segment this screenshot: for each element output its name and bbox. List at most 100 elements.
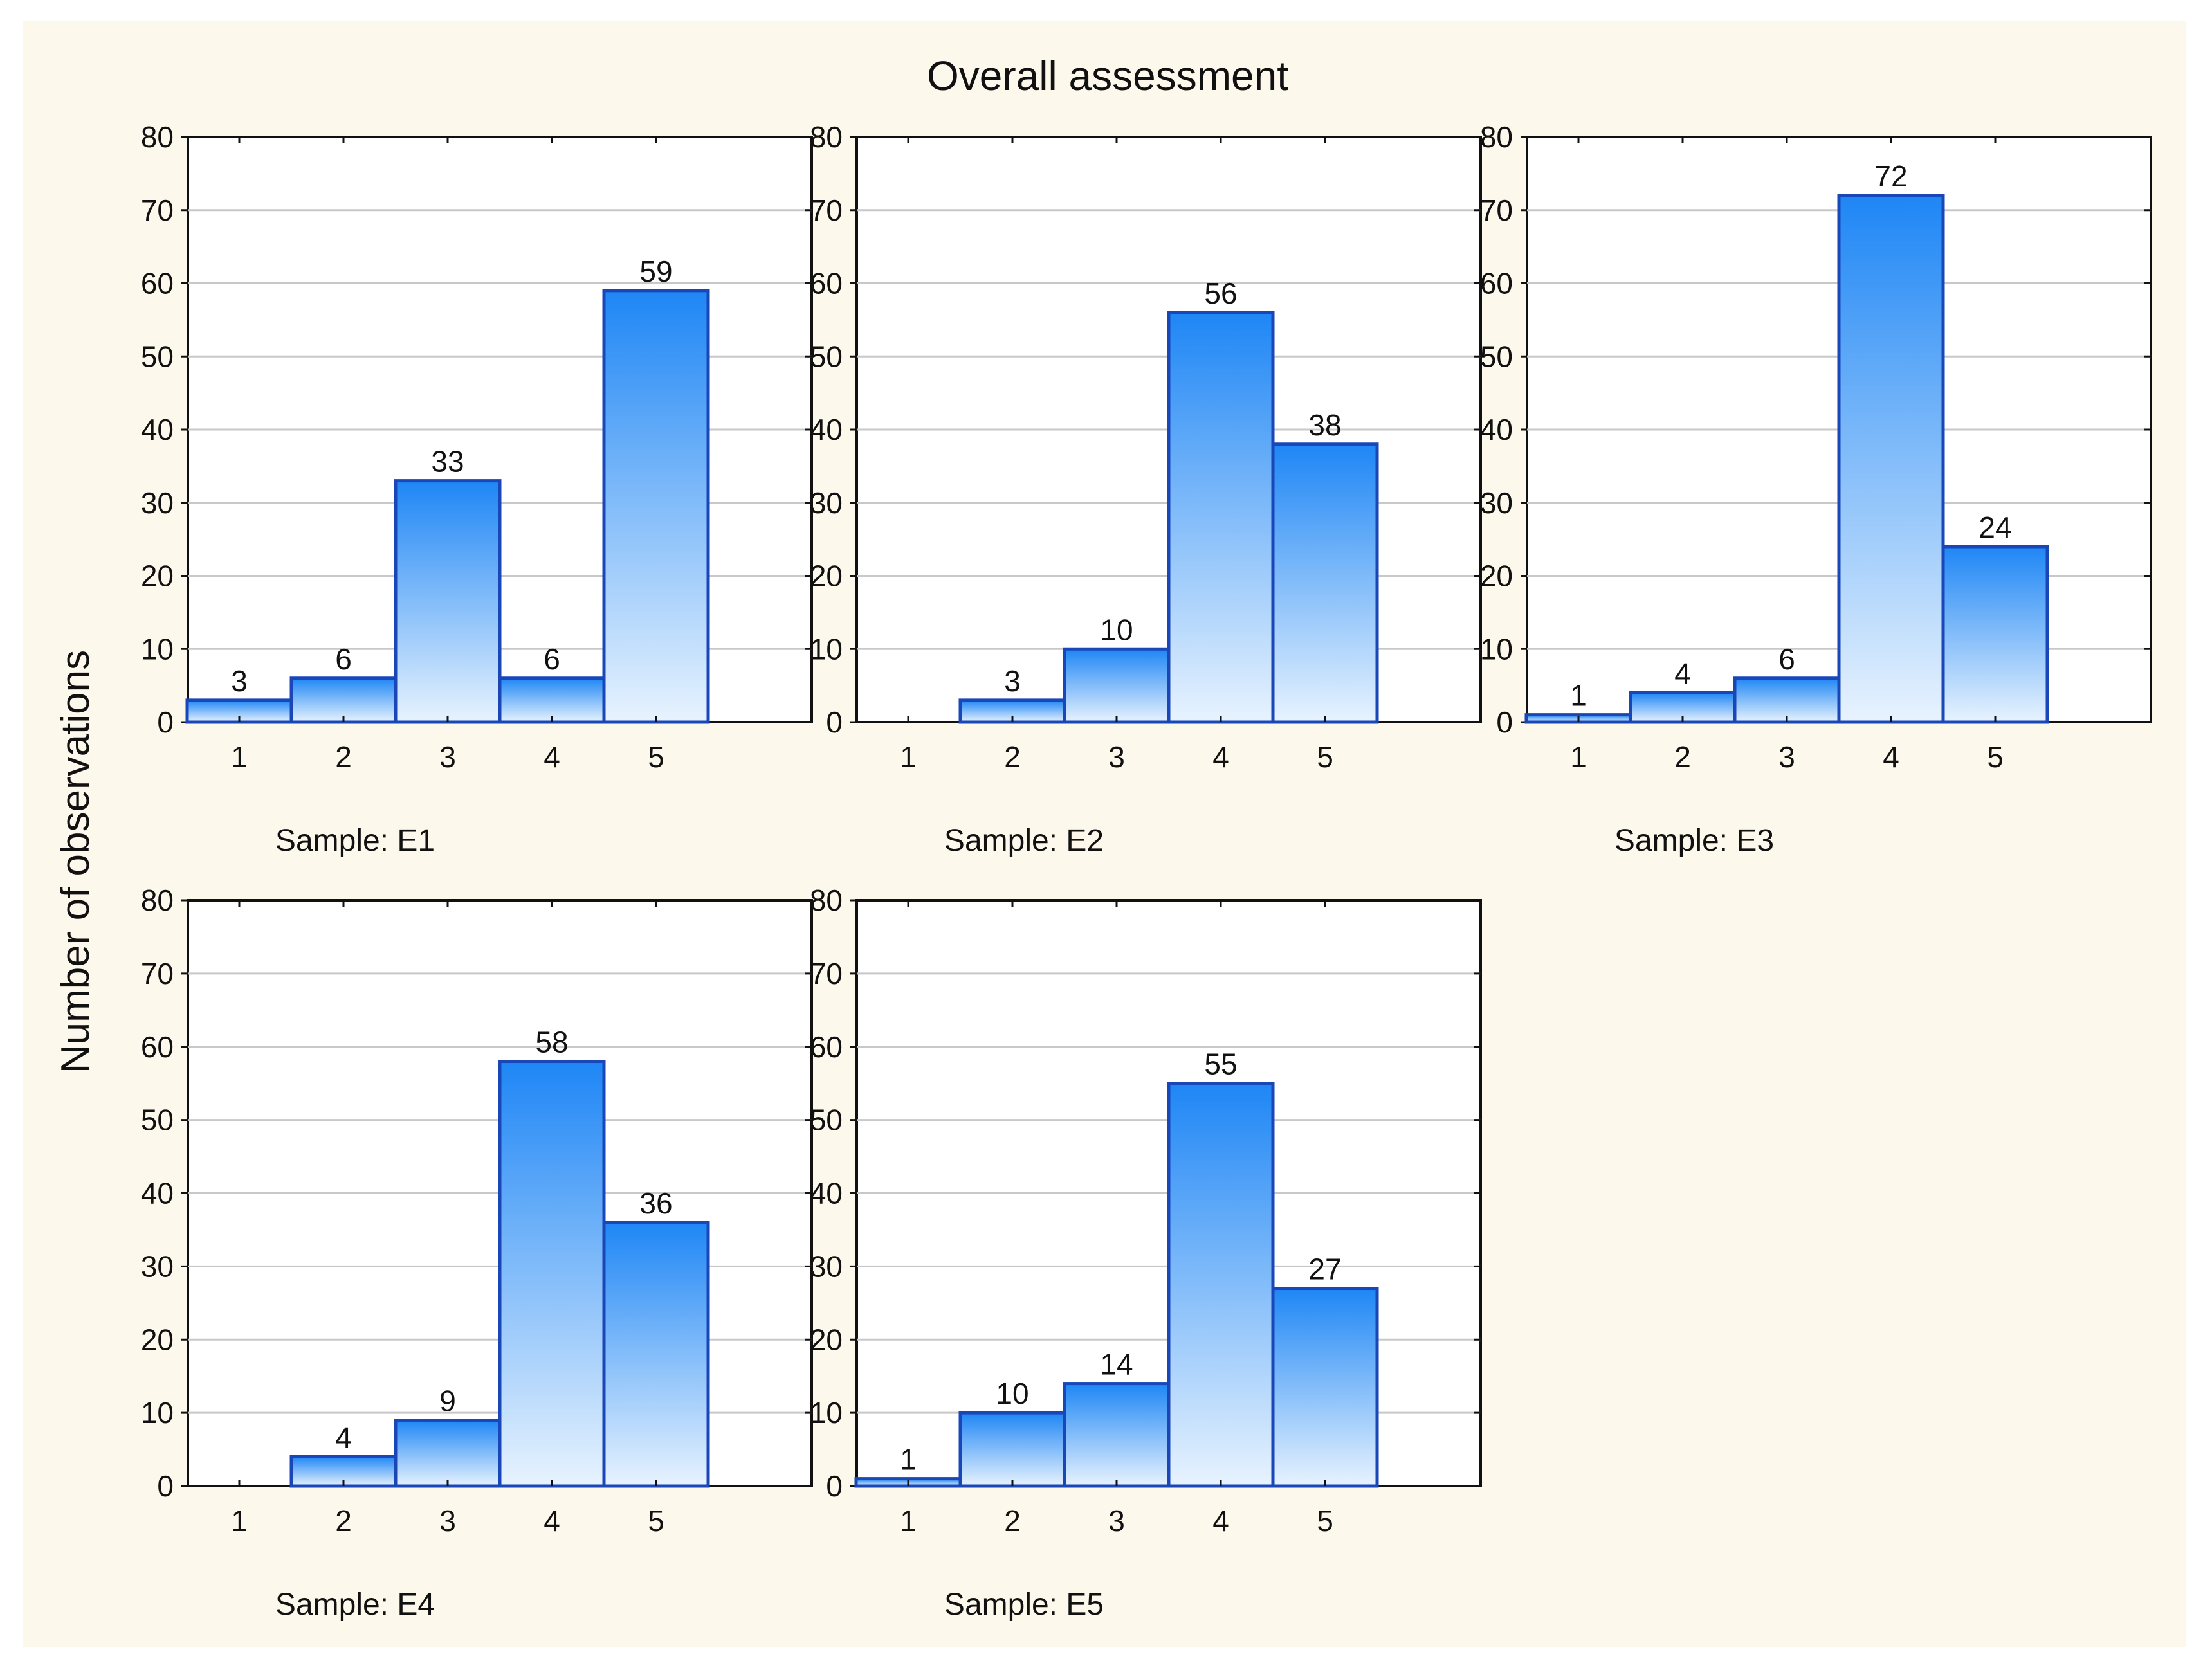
bar <box>498 676 606 724</box>
data-label: 58 <box>535 1026 568 1059</box>
data-label: 72 <box>1874 159 1907 193</box>
sample-label: Sample: E3 <box>1614 824 1774 858</box>
y-tick-label: 0 <box>1496 705 1513 739</box>
x-tick-label: 5 <box>1317 740 1333 774</box>
y-tick-label: 0 <box>157 705 174 739</box>
y-tick-label: 50 <box>141 340 174 373</box>
x-tick-label: 1 <box>900 740 917 774</box>
y-tick-label: 70 <box>810 957 843 990</box>
y-tick-label: 60 <box>141 267 174 300</box>
bar <box>1063 1382 1171 1488</box>
bar <box>1167 1082 1275 1488</box>
x-tick-label: 5 <box>648 1504 664 1538</box>
x-tick-label: 5 <box>1317 1504 1333 1538</box>
data-label: 10 <box>1100 613 1133 646</box>
bar <box>1063 647 1171 724</box>
sample-label: Sample: E1 <box>275 824 435 858</box>
y-tick-label: 80 <box>1480 120 1513 154</box>
sample-label: Sample: E2 <box>944 824 1104 858</box>
y-tick-label: 20 <box>141 1323 174 1356</box>
data-label: 55 <box>1204 1048 1237 1081</box>
y-tick-label: 80 <box>810 120 843 154</box>
x-tick-label: 2 <box>335 1504 352 1538</box>
y-tick-label: 30 <box>141 486 174 520</box>
panel-3: 0 10 20 30 40 50 60 70 80 1 1 4 2 6 3 72 4 24 5 Sample: E3 <box>1480 120 2152 858</box>
y-tick-label: 40 <box>810 1177 843 1210</box>
bar <box>498 1060 606 1488</box>
panel-4: 0 10 20 30 40 50 60 70 80 1 4 2 9 3 58 4 36 5 Sample: E4 <box>141 884 813 1622</box>
data-label: 1 <box>900 1443 917 1476</box>
data-label: 59 <box>639 255 672 288</box>
x-tick-label: 3 <box>1108 1504 1125 1538</box>
x-tick-label: 5 <box>1987 740 2004 774</box>
data-label: 38 <box>1308 408 1341 442</box>
data-label: 3 <box>1004 664 1021 698</box>
y-tick-label: 60 <box>810 267 843 300</box>
bar <box>1941 545 2049 724</box>
y-tick-label: 40 <box>141 413 174 446</box>
y-tick-label: 80 <box>141 120 174 154</box>
x-tick-label: 4 <box>1212 1504 1229 1538</box>
y-tick-label: 70 <box>141 194 174 227</box>
y-tick-label: 20 <box>1480 559 1513 593</box>
x-tick-label: 1 <box>231 1504 248 1538</box>
y-tick-label: 50 <box>810 1103 843 1137</box>
bar <box>602 1221 710 1488</box>
y-tick-label: 10 <box>1480 632 1513 666</box>
data-label: 3 <box>231 664 248 698</box>
x-tick-label: 3 <box>439 1504 456 1538</box>
bar <box>394 479 502 724</box>
data-label: 10 <box>996 1377 1028 1410</box>
data-label: 36 <box>639 1186 672 1220</box>
y-axis-label: Number of observations <box>53 650 98 1073</box>
data-label: 4 <box>1674 657 1691 691</box>
data-label: 33 <box>431 445 464 478</box>
y-tick-label: 60 <box>1480 267 1513 300</box>
y-tick-label: 70 <box>1480 194 1513 227</box>
y-tick-label: 40 <box>1480 413 1513 446</box>
data-label: 6 <box>544 642 560 676</box>
y-tick-label: 20 <box>810 1323 843 1356</box>
y-tick-label: 60 <box>810 1030 843 1064</box>
x-tick-label: 2 <box>1004 740 1021 774</box>
data-label: 9 <box>439 1384 456 1418</box>
y-tick-label: 80 <box>810 884 843 917</box>
y-tick-label: 20 <box>141 559 174 593</box>
x-tick-label: 4 <box>544 1504 560 1538</box>
data-label: 1 <box>1570 679 1587 712</box>
y-tick-label: 10 <box>810 1396 843 1429</box>
y-tick-label: 0 <box>157 1469 174 1503</box>
y-tick-label: 0 <box>826 1469 843 1503</box>
bar <box>1271 1287 1379 1488</box>
bar <box>958 1411 1066 1488</box>
y-tick-label: 50 <box>1480 340 1513 373</box>
bar <box>1167 311 1275 724</box>
y-tick-label: 30 <box>1480 486 1513 520</box>
data-label: 4 <box>335 1420 352 1454</box>
x-tick-label: 3 <box>1778 740 1795 774</box>
bar <box>289 676 398 724</box>
data-label: 27 <box>1308 1253 1341 1286</box>
data-label: 6 <box>335 642 352 676</box>
panel-5: 0 10 20 30 40 50 60 70 80 1 1 10 2 14 3 55 4 27 5 Sample: E… <box>810 884 1482 1622</box>
data-label: 6 <box>1778 642 1795 676</box>
y-tick-label: 20 <box>810 559 843 593</box>
y-tick-label: 50 <box>810 340 843 373</box>
bar <box>1271 442 1379 724</box>
x-tick-label: 4 <box>1883 740 1899 774</box>
y-tick-label: 70 <box>810 194 843 227</box>
y-tick-label: 10 <box>141 1396 174 1429</box>
x-tick-label: 4 <box>1212 740 1229 774</box>
y-tick-label: 30 <box>810 486 843 520</box>
x-tick-label: 2 <box>1674 740 1691 774</box>
y-tick-label: 30 <box>810 1249 843 1283</box>
y-tick-label: 40 <box>810 413 843 446</box>
bar <box>602 289 710 724</box>
x-tick-label: 3 <box>439 740 456 774</box>
x-tick-label: 3 <box>1108 740 1125 774</box>
sample-label: Sample: E5 <box>944 1588 1104 1622</box>
data-label: 24 <box>1979 511 2011 544</box>
